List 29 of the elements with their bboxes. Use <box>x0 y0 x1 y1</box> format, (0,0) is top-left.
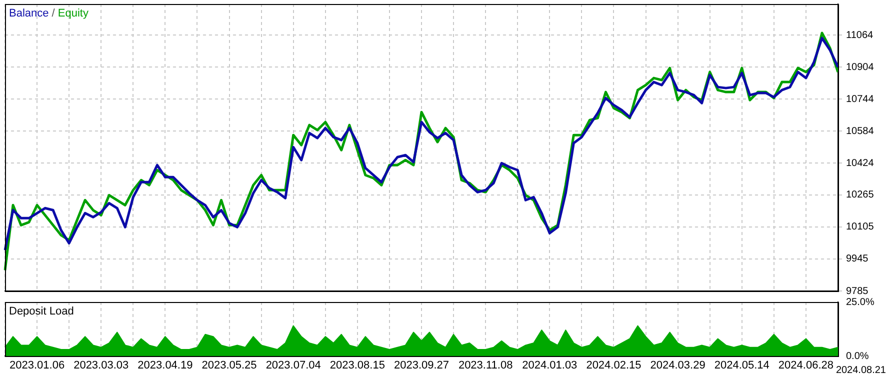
y-tick-label: 10904 <box>846 62 874 73</box>
chart-title: Deposit Load <box>9 306 74 318</box>
x-tick-label: 2023.05.25 <box>202 360 257 372</box>
x-tick-label: 2024.05.14 <box>714 360 770 372</box>
y-tick-label: 10265 <box>846 190 874 201</box>
x-tick-label: 2024.02.15 <box>586 360 642 372</box>
y-tick-label: 10424 <box>846 158 874 169</box>
x-tick-label: 2024.01.03 <box>522 360 578 372</box>
y-tick-label: 10584 <box>846 126 874 137</box>
text: Equity <box>58 8 89 20</box>
x-tick-label: 2023.01.06 <box>10 360 65 372</box>
y-tick-label: 10744 <box>846 94 874 105</box>
y-tick-label: 9785 <box>846 286 869 297</box>
annotation: / <box>48 8 58 20</box>
x-tick-label: 2023.03.03 <box>74 360 129 372</box>
y-tick-label: 9945 <box>846 254 869 265</box>
y-tick-label: 0.0% <box>846 350 869 362</box>
x-tick-label: 2023.11.08 <box>458 360 513 372</box>
x-tick-label: 2023.09.27 <box>394 360 450 372</box>
y-tick-label: 25.0% <box>846 296 874 308</box>
y-tick-label: 11064 <box>846 30 874 41</box>
y-tick-label: 10105 <box>846 222 874 233</box>
x-tick-label: 2023.08.15 <box>330 360 385 372</box>
x-tick-label: 2024.03.29 <box>650 360 706 372</box>
x-tick-label: 2023.04.19 <box>138 360 193 372</box>
text: 2024.08.21 <box>836 364 886 376</box>
text: Balance <box>9 8 49 20</box>
x-tick-label: 2024.06.28 <box>778 360 834 372</box>
x-tick-label: 2023.07.04 <box>266 360 321 372</box>
